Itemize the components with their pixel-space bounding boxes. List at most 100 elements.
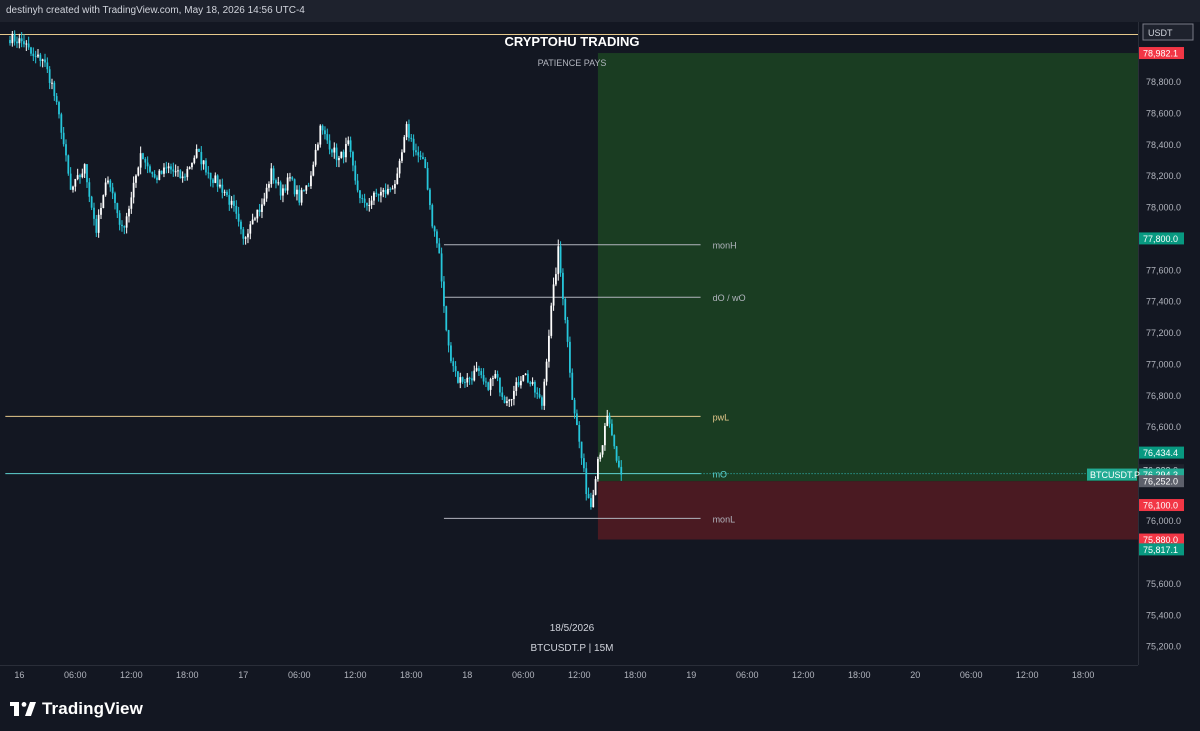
candle-body [487,382,490,390]
candle-body [618,460,620,467]
candle-body [471,378,473,381]
candle-body [74,179,77,187]
candle-body [599,454,602,459]
x-tick-label: 18:00 [848,670,871,680]
x-tick-label: 16 [14,670,24,680]
candle-body [440,253,443,282]
candle-body [240,221,242,230]
candle-body [160,170,163,174]
candle-body [534,381,536,393]
candle-body [380,191,382,196]
x-tick-label: 18:00 [400,670,423,680]
candle-body [279,182,282,196]
candle-body [27,43,30,48]
candle-body [251,219,254,225]
candle-body [384,190,387,194]
candle-body [146,162,149,167]
candle-body [139,153,142,168]
currency-label: USDT [1148,28,1173,38]
candle-body [590,498,592,508]
candle-body [447,330,450,346]
candle-body [459,377,462,383]
candle-body [37,54,39,57]
candle-body [468,377,471,379]
candle-body [144,158,147,163]
candle-body [363,198,366,203]
candle-body [93,207,95,219]
x-tick-label: 06:00 [288,670,311,680]
candle-body [321,125,324,131]
candle-body [277,182,280,184]
candle-body [165,167,168,169]
candle-body [501,392,504,397]
candle-body [354,165,357,181]
candle-body [370,200,373,205]
y-tick-label: 76,600.0 [1146,422,1181,432]
candle-body [104,182,107,196]
candle-body [604,425,606,446]
candle-body [153,174,156,178]
candle-body [219,184,221,187]
x-tick-label: 19 [686,670,696,680]
candle-body [221,184,224,193]
tradingview-logo[interactable]: TradingView [10,699,143,719]
candle-body [566,320,569,342]
x-tick-label: 18 [462,670,472,680]
candle-body [151,171,154,175]
x-tick-label: 20 [910,670,920,680]
candle-body [268,184,270,188]
candle-body [258,209,261,212]
candle-body [123,226,126,228]
price-tag-label: 76,434.4 [1143,448,1178,458]
candle-body [522,374,525,381]
candle-body [200,151,203,165]
candle-body [291,177,294,180]
candle-body [410,137,413,139]
candle-body [209,172,212,180]
candle-body [214,175,217,183]
candle-body [130,197,133,209]
candle-body [174,171,177,173]
candle-body [396,173,399,185]
candle-body [289,177,291,179]
candle-body [282,188,284,196]
price-tag-label: 75,880.0 [1143,535,1178,545]
candle-body [342,151,345,158]
candle-body [464,381,466,383]
candle-body [550,305,553,336]
candle-body [345,144,347,158]
candle-body [422,157,424,160]
candle-body [531,381,534,384]
candle-body [573,399,576,414]
candle-body [312,164,315,176]
x-tick-label: 18:00 [1072,670,1095,680]
candle-body [541,397,543,406]
candle-body [83,164,86,174]
candle-body [249,224,252,234]
candle-body [496,373,499,378]
price-chart[interactable]: monH dO / wO pwL mO monL CRYPTOHU TRADING PATI… [0,0,1200,688]
x-tick-label: 06:00 [736,670,759,680]
price-tag [1139,232,1184,245]
candle-body [296,189,298,195]
candle-body [20,38,23,42]
candle-body [272,168,275,181]
profit-zone [597,53,1138,482]
candle-body [347,140,350,145]
candle-body [412,138,415,151]
candle-body [132,182,135,198]
candle-body [137,167,140,176]
candle-body [23,41,25,45]
candle-body [594,479,597,495]
candle-body [340,151,343,158]
candle-body [482,375,485,382]
candle-body [32,53,35,57]
y-tick-label: 77,400.0 [1146,297,1181,307]
candle-body [69,173,72,190]
candle-body [228,195,231,205]
price-axis [1138,22,1200,665]
candle-body [167,166,170,169]
candle-body [438,243,441,254]
candle-body [116,203,119,214]
candle-body [293,179,296,195]
